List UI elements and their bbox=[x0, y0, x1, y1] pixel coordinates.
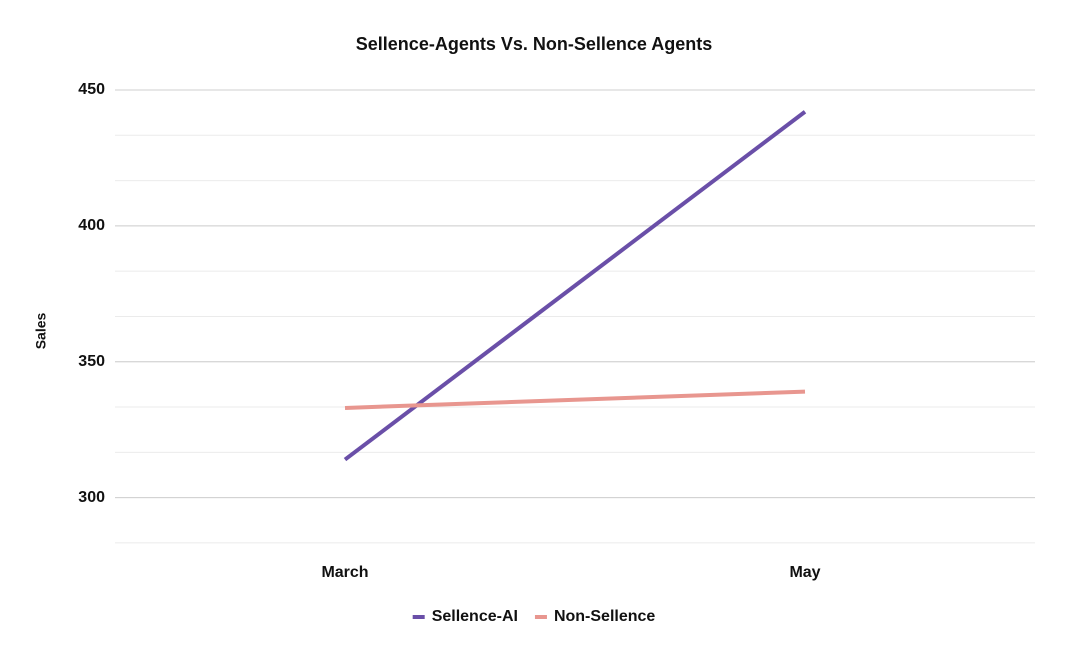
y-tick-label: 450 bbox=[78, 81, 105, 98]
x-tick-label: March bbox=[321, 564, 368, 581]
legend: Sellence-AI Non-Sellence bbox=[412, 608, 655, 625]
y-tick-label: 400 bbox=[78, 217, 105, 234]
legend-label: Sellence-AI bbox=[432, 608, 518, 625]
y-axis-label: Sales bbox=[33, 312, 49, 349]
chart-title: Sellence-Agents Vs. Non-Sellence Agents bbox=[356, 34, 712, 54]
y-tick-label: 300 bbox=[78, 489, 105, 506]
legend-label: Non-Sellence bbox=[554, 608, 655, 625]
y-tick-label: 350 bbox=[78, 353, 105, 370]
series-line bbox=[344, 389, 806, 410]
series-line bbox=[343, 110, 807, 462]
x-tick-label: May bbox=[789, 564, 820, 581]
